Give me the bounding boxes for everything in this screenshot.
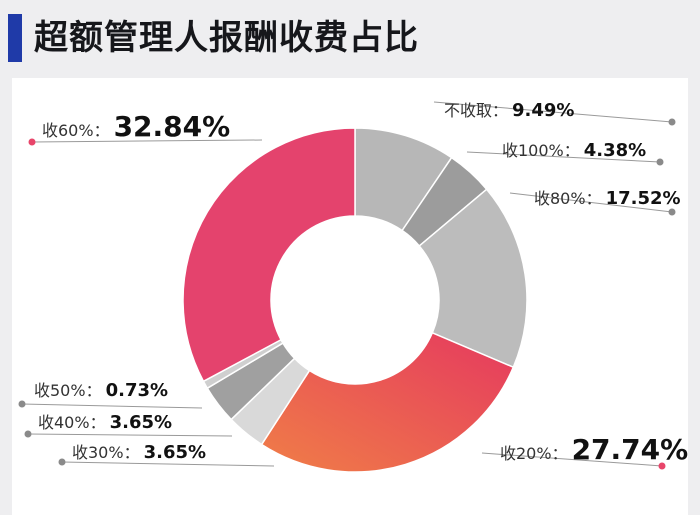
title-accent-bar: [8, 14, 22, 62]
label-fee-60pct: 收60%： 32.84%: [42, 110, 230, 143]
slice-fee-80pct: [418, 188, 528, 369]
label-name-fee-50pct: 收50%：: [34, 381, 102, 400]
label-value-fee-30pct: 3.65%: [144, 442, 206, 463]
leader-dot-fee-60pct: [28, 138, 36, 146]
slice-fee-20pct: [260, 331, 515, 473]
leader-line-none: [433, 101, 673, 123]
leader-line-fee-60pct: [31, 139, 263, 143]
label-name-fee-30pct: 收30%：: [72, 443, 140, 462]
leader-dot-fee-40pct: [24, 430, 32, 438]
label-name-fee-20pct: 收20%：: [500, 444, 568, 463]
label-fee-30pct: 收30%： 3.65%: [72, 442, 206, 463]
leader-line-fee-80pct: [509, 192, 673, 213]
leader-dot-fee-100pct: [656, 158, 664, 166]
chart-panel: 不收取： 9.49% 收100%： 4.38% 收80%： 17.52% 收20%： 27.7…: [12, 78, 688, 515]
label-value-none: 9.49%: [512, 100, 574, 121]
leader-dot-fee-30pct: [58, 458, 66, 466]
leader-line-fee-30pct: [61, 461, 275, 467]
label-value-fee-40pct: 3.65%: [110, 412, 172, 433]
labels-group: 不收取： 9.49% 收100%： 4.38% 收80%： 17.52% 收20%： 27.7…: [34, 100, 688, 466]
donut-chart: 不收取： 9.49% 收100%： 4.38% 收80%： 17.52% 收20%： 27.7…: [18, 100, 688, 473]
leader-line-fee-40pct: [27, 433, 233, 437]
leader-dot-fee-50pct: [18, 400, 26, 408]
label-fee-50pct: 收50%： 0.73%: [34, 380, 168, 401]
label-value-fee-80pct: 17.52%: [606, 188, 681, 209]
leader-line-fee-50pct: [21, 403, 203, 409]
label-name-fee-40pct: 收40%：: [38, 413, 106, 432]
slice-fee-60pct: [182, 127, 356, 383]
label-name-fee-80pct: 收80%：: [534, 189, 602, 208]
label-value-fee-20pct: 27.74%: [572, 433, 688, 466]
leader-lines-group: [18, 101, 676, 470]
label-name-fee-60pct: 收60%：: [42, 121, 110, 140]
chart-title: 超额管理人报酬收费占比: [34, 18, 419, 58]
leader-dot-fee-20pct: [658, 462, 666, 470]
label-fee-20pct: 收20%： 27.74%: [500, 433, 688, 466]
slices-group: [182, 127, 528, 473]
leader-line-fee-20pct: [481, 452, 663, 467]
label-value-fee-60pct: 32.84%: [114, 110, 231, 143]
label-value-fee-100pct: 4.38%: [584, 140, 646, 161]
label-fee-40pct: 收40%： 3.65%: [38, 412, 172, 433]
header: 超额管理人报酬收费占比: [0, 0, 700, 80]
label-none: 不收取： 9.49%: [444, 100, 574, 121]
label-fee-80pct: 收80%： 17.52%: [534, 188, 681, 209]
label-name-fee-100pct: 收100%：: [502, 141, 580, 160]
label-fee-100pct: 收100%： 4.38%: [502, 140, 646, 161]
label-name-none: 不收取：: [444, 101, 508, 120]
label-value-fee-50pct: 0.73%: [106, 380, 168, 401]
leader-line-fee-100pct: [466, 151, 661, 163]
leader-dot-fee-80pct: [668, 208, 676, 216]
leader-dot-none: [668, 118, 676, 126]
